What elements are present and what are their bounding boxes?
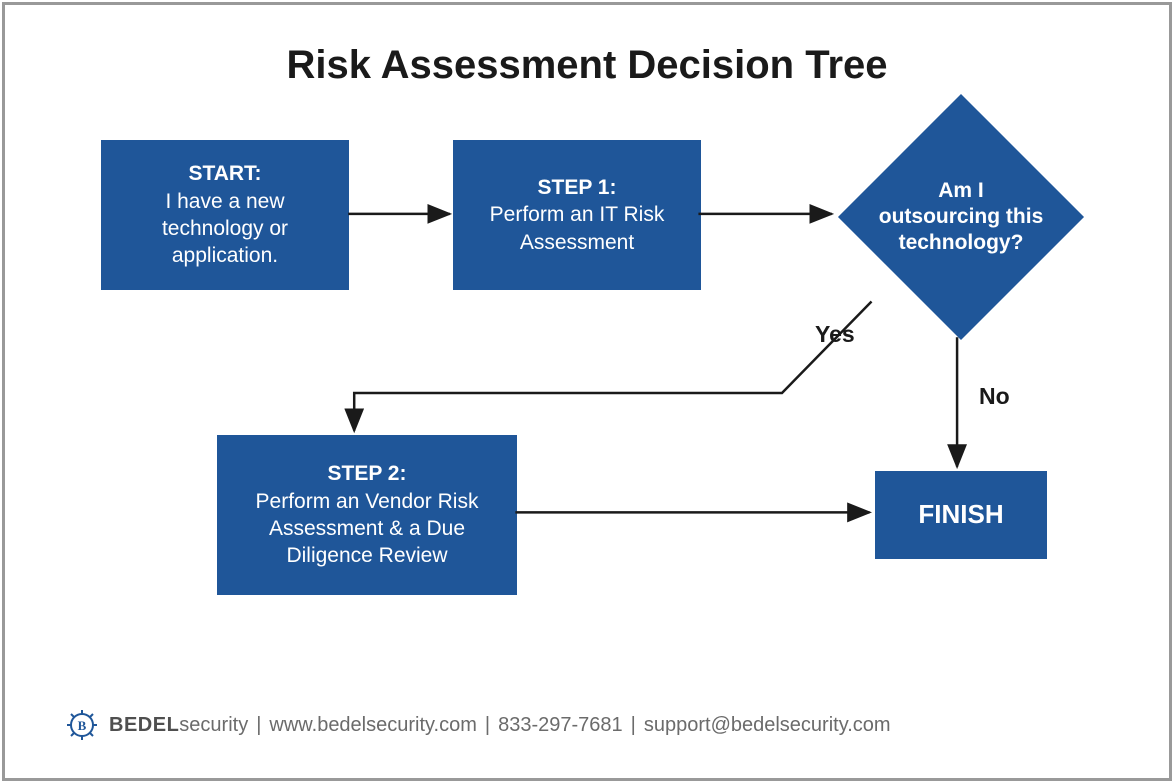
brand-logo-icon: B [65,708,99,742]
node-step1-header: STEP 1: [538,174,617,201]
edge-label-no: No [979,383,1010,410]
footer-sep-1: | [485,714,490,737]
node-start: START: I have a new technology or applic… [101,140,349,290]
node-finish: FINISH [875,471,1047,559]
svg-text:B: B [78,718,87,733]
footer: B BEDELsecurity | www.bedelsecurity.com … [65,708,891,742]
brand: B BEDELsecurity [65,708,248,742]
node-start-body: I have a new technology or application. [119,188,331,270]
edge-label-yes: Yes [815,321,855,348]
footer-sep-0: | [256,714,261,737]
footer-website: www.bedelsecurity.com [269,714,476,737]
edge-decision-step2 [354,301,871,430]
brand-name-bold: BEDEL [109,714,179,736]
node-start-header: START: [188,160,261,187]
node-step2-body: Perform an Vendor Risk Assessment & a Du… [235,488,499,570]
node-step2-header: STEP 2: [328,460,407,487]
footer-email: support@bedelsecurity.com [644,714,891,737]
node-step1: STEP 1: Perform an IT Risk Assessment [453,140,701,290]
node-finish-header: FINISH [918,498,1003,532]
node-decision: Am I outsourcing this technology? [838,94,1084,340]
brand-name-light: security [179,714,248,736]
node-step1-body: Perform an IT Risk Assessment [471,201,683,256]
diagram-frame: Risk Assessment Decision Tree START: I h… [2,2,1172,781]
node-step2: STEP 2: Perform an Vendor Risk Assessmen… [217,435,517,595]
node-decision-body: Am I outsourcing this technology? [876,178,1046,257]
footer-sep-2: | [631,714,636,737]
footer-phone: 833-297-7681 [498,714,623,737]
diagram-title: Risk Assessment Decision Tree [5,43,1169,88]
